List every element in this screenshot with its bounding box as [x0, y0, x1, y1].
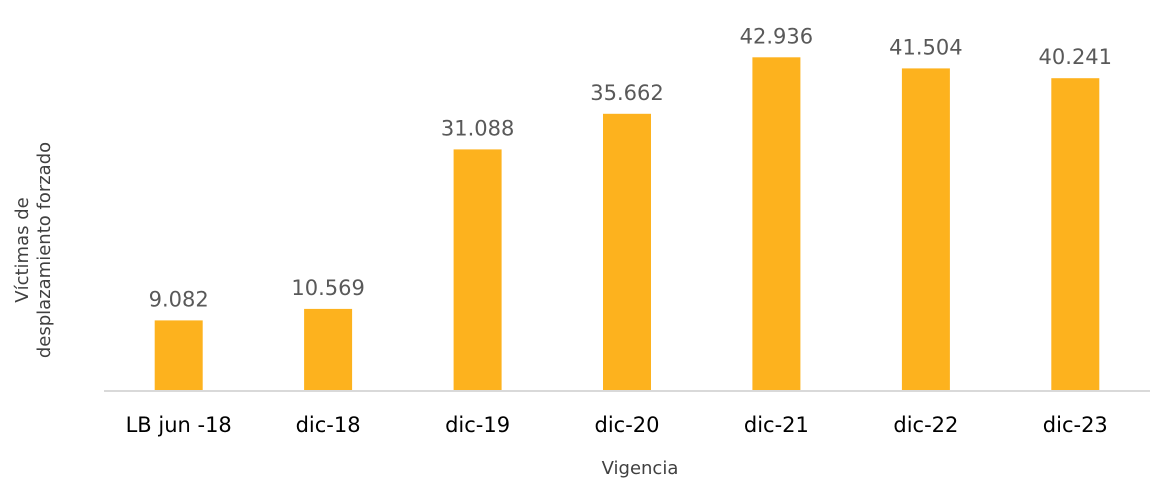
x-tick-label-1: dic-18: [296, 413, 361, 437]
x-tick-label-2: dic-19: [445, 413, 510, 437]
bar-4: [752, 57, 801, 392]
bars-group: [154, 57, 1100, 392]
x-tick-labels-group: LB jun -18 dic-18 dic-19 dic-20 dic-21 dic-22…: [126, 413, 1108, 437]
x-tick-label-6: dic-23: [1043, 413, 1108, 437]
y-axis-title-line-2: desplazamiento forzado: [34, 142, 55, 358]
x-axis-title: Vigencia: [602, 458, 679, 479]
y-axis-title: Víctimas de desplazamiento forzado: [12, 142, 55, 358]
bar-2: [453, 149, 502, 391]
value-label-4: 42.936: [740, 24, 813, 48]
bar-6: [1051, 78, 1100, 391]
value-label-6: 40.241: [1039, 45, 1112, 69]
value-label-5: 41.504: [889, 35, 962, 59]
bar-1: [304, 308, 353, 391]
x-tick-label-0: LB jun -18: [126, 413, 232, 437]
bar-3: [603, 113, 651, 392]
value-label-0: 9.082: [149, 287, 209, 311]
y-axis-title-line-1: Víctimas de: [12, 197, 33, 302]
value-label-3: 35.662: [590, 81, 663, 105]
bar-5: [901, 68, 950, 392]
x-tick-label-4: dic-21: [744, 413, 809, 437]
bar-0: [154, 320, 203, 391]
value-label-2: 31.088: [441, 116, 514, 140]
value-label-1: 10.569: [291, 276, 364, 300]
x-tick-label-3: dic-20: [594, 413, 659, 437]
x-tick-label-5: dic-22: [893, 413, 958, 437]
value-labels-group: 9.082 10.569 31.088 35.662 42.936 41.504 40.24…: [149, 24, 1112, 311]
